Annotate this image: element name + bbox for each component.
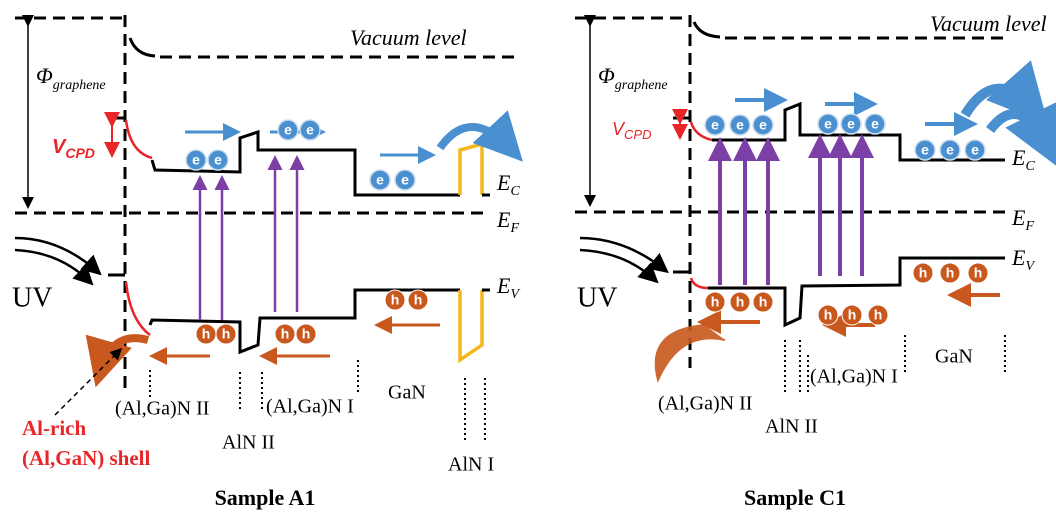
electron-label: e <box>284 122 292 138</box>
label: AlN II <box>222 432 275 454</box>
label-part: E <box>1011 205 1026 230</box>
label: Vacuum level <box>930 11 1047 36</box>
hole-label: h <box>391 292 400 308</box>
hole-label: h <box>736 294 745 310</box>
label: GaN <box>935 346 973 368</box>
label: AlN II <box>765 416 818 438</box>
label: Sample A1 <box>215 485 316 510</box>
electron-label: e <box>711 117 719 133</box>
hole-label: h <box>281 326 290 342</box>
electron-label: e <box>401 172 409 188</box>
electron-label: e <box>946 142 954 158</box>
electron-label: e <box>871 116 879 132</box>
label-part: C <box>510 184 520 199</box>
electron-label: e <box>847 116 855 132</box>
hole-label: h <box>202 326 211 342</box>
label: (Al,Ga)N I <box>266 396 354 418</box>
hole-label: h <box>824 307 833 323</box>
electron-label: e <box>921 142 929 158</box>
label: UV <box>12 282 52 313</box>
label-part: V <box>1025 259 1035 274</box>
electron-label: e <box>971 142 979 158</box>
hole-label: h <box>974 265 983 281</box>
label: EC <box>496 170 520 199</box>
label: (Al,Ga)N II <box>115 398 209 420</box>
hole-label: h <box>222 326 231 342</box>
shape <box>15 250 90 282</box>
label: EF <box>496 207 519 236</box>
shape <box>126 282 150 335</box>
label: EV <box>1011 245 1035 274</box>
label-part: C <box>1025 159 1035 174</box>
electron-label: e <box>824 116 832 132</box>
shape <box>694 22 720 37</box>
shape <box>691 278 708 288</box>
label-part: graphene <box>615 78 668 93</box>
shape <box>126 120 152 158</box>
label-part: graphene <box>53 78 106 93</box>
label: EC <box>1011 145 1035 174</box>
label-part: E <box>496 207 511 232</box>
hole-label: h <box>848 307 857 323</box>
shape <box>130 38 155 56</box>
electron-label: e <box>376 172 384 188</box>
hole-label: h <box>919 265 928 281</box>
label-part: V <box>510 287 520 302</box>
label-part: F <box>1024 219 1034 234</box>
label: AlN I <box>448 454 494 476</box>
shape <box>15 238 98 272</box>
panel-c1: Vacuum level Φgraphene EF EC EV VCPD UV … <box>575 11 1050 510</box>
shape <box>460 144 482 195</box>
shape <box>965 89 1035 115</box>
label-part: Φ <box>36 63 53 88</box>
electron-label: e <box>214 152 222 168</box>
electron-label: e <box>192 152 200 168</box>
label: EF <box>1011 205 1034 234</box>
shape <box>460 290 482 360</box>
label: VCPD <box>612 119 651 143</box>
label: (Al,GaN) shell <box>22 446 150 470</box>
hole-label: h <box>302 326 311 342</box>
label-part: CPD <box>624 127 651 142</box>
shape <box>55 350 120 415</box>
hole-label: h <box>711 294 720 310</box>
panel-a1: Vacuum level Φgraphene EF EC EV VCPD UV … <box>12 15 520 510</box>
hole-label: h <box>414 292 423 308</box>
label: Vacuum level <box>350 25 467 50</box>
label-part: E <box>1011 245 1026 270</box>
label: GaN <box>388 382 426 404</box>
hole-label: h <box>759 294 768 310</box>
label: VCPD <box>52 136 95 160</box>
label-part: E <box>496 170 511 195</box>
shape <box>656 325 725 380</box>
label-part: F <box>509 221 519 236</box>
label-part: CPD <box>65 145 95 161</box>
electron-label: e <box>736 117 744 133</box>
label: Φgraphene <box>36 63 106 93</box>
label-part: E <box>1011 145 1026 170</box>
electron-label: e <box>759 117 767 133</box>
hole-label: h <box>946 265 955 281</box>
shape <box>580 238 665 270</box>
label: (Al,Ga)N II <box>658 393 752 415</box>
label: (Al,Ga)N I <box>810 366 898 388</box>
hole-label: h <box>874 307 883 323</box>
electron-label: e <box>306 122 314 138</box>
label: Sample C1 <box>744 485 846 510</box>
label: EV <box>496 273 520 302</box>
label: Φgraphene <box>598 63 668 93</box>
figure: Vacuum level Φgraphene EF EC EV VCPD UV … <box>0 0 1056 515</box>
label-part: Φ <box>598 63 615 88</box>
label-part: E <box>496 273 511 298</box>
label: UV <box>577 282 617 313</box>
label: Al-rich <box>22 416 86 440</box>
